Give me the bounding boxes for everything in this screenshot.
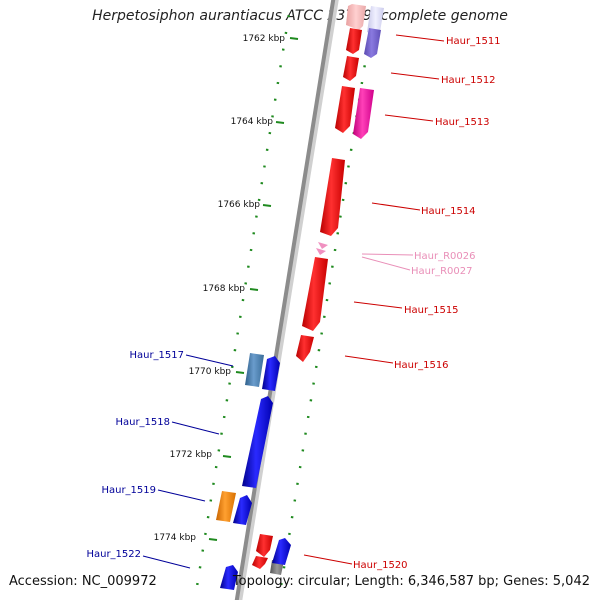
- leader-haur-1517: [185, 354, 234, 367]
- label-haur-1514[interactable]: Haur_1514: [421, 206, 476, 217]
- scale-label: 1762 kbp: [243, 34, 286, 44]
- gene-haur-1515[interactable]: [302, 257, 328, 331]
- leader-haur-1514: [371, 202, 421, 211]
- leader-haur-1515: [353, 301, 403, 309]
- scale-bar: 1762 kbp 1764 kbp 1766 kbp 1768 kbp 1770…: [154, 34, 299, 543]
- gene-haur-1518[interactable]: [242, 396, 273, 488]
- label-haur-1512[interactable]: Haur_1512: [441, 75, 496, 86]
- gene-labels: Haur_1511 Haur_1512 Haur_1513 Haur_1514 …: [86, 36, 500, 571]
- label-leaders: [142, 34, 445, 569]
- forward-genes: [252, 4, 384, 575]
- leader-haur-1513: [384, 114, 434, 122]
- leader-haur-1519: [157, 489, 206, 502]
- genome-title: Herpetosiphon aurantiacus ATCC 23779, co…: [92, 8, 508, 24]
- gene-haur-1516[interactable]: [296, 335, 314, 362]
- scale-tick: [235, 371, 245, 374]
- gene-feature[interactable]: [346, 4, 366, 30]
- label-haur-1515[interactable]: Haur_1515: [404, 305, 459, 316]
- leader-haur-1511: [395, 34, 445, 42]
- label-haur-1513[interactable]: Haur_1513: [435, 117, 490, 128]
- gene-haur-1519[interactable]: [233, 495, 252, 525]
- scale-tick: [222, 455, 232, 458]
- gene-haur-r0027[interactable]: [316, 248, 326, 255]
- scale-label: 1772 kbp: [170, 450, 213, 460]
- scale-tick: [249, 288, 259, 291]
- gene-haur-r0026[interactable]: [318, 242, 328, 249]
- scale-tick: [289, 37, 299, 40]
- label-haur-1519[interactable]: Haur_1519: [101, 485, 156, 496]
- leader-haur-r0026: [361, 253, 414, 256]
- gene-feature[interactable]: [272, 538, 291, 565]
- scale-label: 1768 kbp: [203, 284, 246, 294]
- gene-haur-1520[interactable]: [256, 534, 273, 557]
- label-haur-r0027[interactable]: Haur_R0027: [411, 266, 473, 277]
- topology-text: Topology: circular; Length: 6,346,587 bp…: [232, 574, 590, 589]
- label-haur-1522[interactable]: Haur_1522: [86, 549, 141, 560]
- scale-tick: [208, 538, 218, 541]
- gene-haur-1517[interactable]: [262, 356, 280, 391]
- accession-text: Accession: NC_009972: [9, 574, 157, 589]
- leader-haur-1518: [171, 421, 220, 435]
- label-haur-1518[interactable]: Haur_1518: [115, 417, 170, 428]
- gene-haur-1517a[interactable]: [245, 353, 264, 387]
- scale-label: 1764 kbp: [231, 117, 274, 127]
- gene-haur-1513[interactable]: [335, 86, 355, 133]
- scale-label: 1770 kbp: [189, 367, 232, 377]
- gene-haur-1519a[interactable]: [216, 491, 236, 522]
- scale-label: 1774 kbp: [154, 533, 197, 543]
- label-haur-r0026[interactable]: Haur_R0026: [414, 251, 476, 262]
- leader-haur-1522: [142, 555, 191, 569]
- scale-label: 1766 kbp: [218, 200, 261, 210]
- label-haur-1520[interactable]: Haur_1520: [353, 560, 408, 571]
- label-haur-1516[interactable]: Haur_1516: [394, 360, 449, 371]
- gene-haur-1511[interactable]: [346, 28, 362, 54]
- gene-haur-1522[interactable]: [220, 565, 238, 590]
- gene-haur-1513b[interactable]: [353, 88, 374, 139]
- reverse-genes: [216, 353, 291, 590]
- gene-haur-1511b[interactable]: [364, 28, 381, 58]
- leader-haur-r0027: [361, 256, 411, 271]
- gene-haur-1512[interactable]: [343, 56, 359, 81]
- gene-haur-1514[interactable]: [320, 158, 345, 236]
- genome-backbone: [234, 0, 336, 600]
- label-haur-1517[interactable]: Haur_1517: [129, 350, 184, 361]
- scale-tick: [275, 121, 285, 124]
- scale-tick: [262, 204, 272, 207]
- label-haur-1511[interactable]: Haur_1511: [446, 36, 501, 47]
- gene-feature[interactable]: [252, 556, 268, 569]
- leader-haur-1520: [303, 554, 353, 565]
- leader-haur-1512: [390, 72, 440, 80]
- leader-haur-1516: [344, 355, 394, 364]
